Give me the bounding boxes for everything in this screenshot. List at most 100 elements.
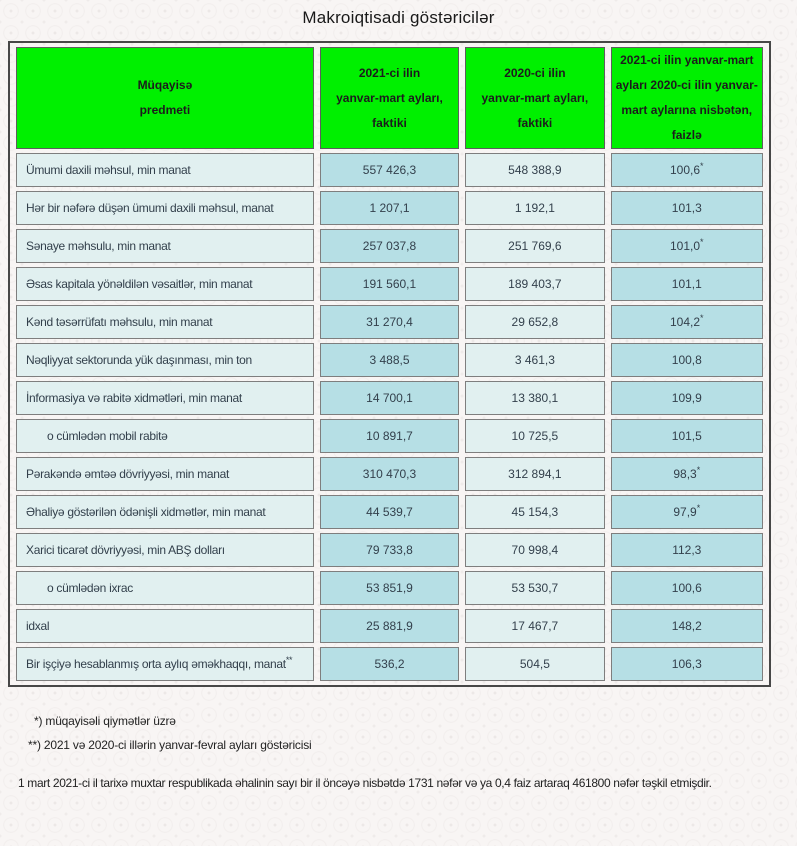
percent-value: 100,6 — [670, 163, 701, 177]
row-label: İnformasiya və rabitə xidmətləri, min ma… — [26, 391, 242, 405]
row-label-cell: Kənd təsərrüfatı məhsulu, min manat — [16, 305, 314, 339]
table-header: Müqayisə predmeti 2021-ci ilin yanvar-ma… — [16, 47, 763, 149]
percent-cell: 100,6* — [610, 153, 763, 187]
percent-value: 101,0 — [670, 239, 701, 253]
row-label: Pərakəndə əmtəə dövriyyəsi, min manat — [26, 467, 230, 481]
percent-cell: 100,6 — [610, 571, 763, 605]
table-row: Sənaye məhsulu, min manat 257 037,8 251 … — [16, 229, 763, 263]
value-2020-cell: 504,5 — [465, 647, 605, 681]
value-2021-cell: 44 539,7 — [319, 495, 460, 529]
row-label: o cümlədən ixrac — [47, 581, 133, 595]
percent-value: 101,5 — [671, 429, 702, 443]
value-2021-cell: 10 891,7 — [319, 419, 460, 453]
percent-value: 106,3 — [671, 657, 702, 671]
table-row: Nəqliyyat sektorunda yük daşınması, min … — [16, 343, 763, 377]
value-2020-cell: 10 725,5 — [465, 419, 605, 453]
header-comparison-subject: Müqayisə predmeti — [16, 47, 314, 149]
row-label-cell: idxal — [16, 609, 314, 643]
value-2021-cell: 1 207,1 — [319, 191, 460, 225]
row-label: Əsas kapitala yönəldilən vəsaitlər, min … — [26, 277, 253, 291]
footnote-comparable-prices: *) müqayisəli qiymətlər üzrə — [34, 714, 176, 728]
page-title: Makroiqtisadi göstəricilər — [302, 8, 495, 27]
row-label-cell: Əsas kapitala yönəldilən vəsaitlər, min … — [16, 267, 314, 301]
row-label: Kənd təsərrüfatı məhsulu, min manat — [26, 315, 213, 329]
percent-cell: 101,5 — [610, 419, 763, 453]
row-label: o cümlədən mobil rabitə — [47, 429, 168, 443]
table-row: Əhaliyə göstərilən ödənişli xidmətlər, m… — [16, 495, 763, 529]
value-2021-cell: 191 560,1 — [319, 267, 460, 301]
percent-cell: 98,3* — [610, 457, 763, 491]
percent-footnote-marker: * — [700, 237, 704, 247]
table-row: Xarici ticarət dövriyyəsi, min ABŞ dolla… — [16, 533, 763, 567]
row-label: Sənaye məhsulu, min manat — [26, 239, 171, 253]
value-2021-cell: 3 488,5 — [319, 343, 460, 377]
value-2020-cell: 189 403,7 — [465, 267, 605, 301]
row-label: idxal — [26, 619, 50, 633]
header-2020-actual: 2020-ci ilin yanvar-mart ayları, faktiki — [465, 47, 605, 149]
row-label: Nəqliyyat sektorunda yük daşınması, min … — [26, 353, 252, 367]
value-2021-cell: 14 700,1 — [319, 381, 460, 415]
value-2020-cell: 53 530,7 — [465, 571, 605, 605]
row-label-cell: Xarici ticarət dövriyyəsi, min ABŞ dolla… — [16, 533, 314, 567]
value-2021-cell: 53 851,9 — [319, 571, 460, 605]
percent-cell: 101,3 — [610, 191, 763, 225]
value-2020-cell: 251 769,6 — [465, 229, 605, 263]
percent-value: 109,9 — [671, 391, 702, 405]
percent-cell: 101,1 — [610, 267, 763, 301]
percent-value: 104,2 — [670, 315, 701, 329]
value-2020-cell: 548 388,9 — [465, 153, 605, 187]
percent-footnote-marker: * — [700, 161, 704, 171]
value-2020-cell: 29 652,8 — [465, 305, 605, 339]
value-2020-cell: 13 380,1 — [465, 381, 605, 415]
value-2020-cell: 1 192,1 — [465, 191, 605, 225]
percent-footnote-marker: * — [700, 313, 704, 323]
percent-value: 100,6 — [671, 581, 702, 595]
table-row: o cümlədən mobil rabitə 10 891,7 10 725,… — [16, 419, 763, 453]
percent-cell: 97,9* — [610, 495, 763, 529]
macro-indicators-table: Müqayisə predmeti 2021-ci ilin yanvar-ma… — [10, 43, 769, 685]
table-row: Ümumi daxili məhsul, min manat 557 426,3… — [16, 153, 763, 187]
percent-cell: 101,0* — [610, 229, 763, 263]
row-label: Xarici ticarət dövriyyəsi, min ABŞ dolla… — [26, 543, 225, 557]
percent-footnote-marker: * — [696, 465, 701, 475]
percent-cell: 148,2 — [610, 609, 763, 643]
percent-value: 112,3 — [672, 543, 702, 557]
percent-cell: 104,2* — [610, 305, 763, 339]
value-2021-cell: 79 733,8 — [319, 533, 460, 567]
percent-cell: 112,3 — [610, 533, 763, 567]
footnote-jan-feb-indicator: **) 2021 və 2020-ci illərin yanvar-fevra… — [28, 738, 312, 752]
indicators-table: Müqayisə predmeti 2021-ci ilin yanvar-ma… — [8, 41, 771, 687]
row-label-cell: Sənaye məhsulu, min manat — [16, 229, 314, 263]
row-label-footnote-marker: ** — [285, 655, 293, 665]
value-2021-cell: 536,2 — [319, 647, 460, 681]
value-2020-cell: 45 154,3 — [465, 495, 605, 529]
table-row: o cümlədən ixrac 53 851,9 53 530,7 100,6 — [16, 571, 763, 605]
percent-cell: 100,8 — [610, 343, 763, 377]
value-2021-cell: 310 470,3 — [319, 457, 460, 491]
table-row: Kənd təsərrüfatı məhsulu, min manat 31 2… — [16, 305, 763, 339]
value-2020-cell: 70 998,4 — [465, 533, 605, 567]
percent-value: 100,8 — [671, 353, 702, 367]
percent-cell: 109,9 — [610, 381, 763, 415]
percent-value: 101,1 — [671, 277, 702, 291]
percent-cell: 106,3 — [610, 647, 763, 681]
row-label-cell: Ümumi daxili məhsul, min manat — [16, 153, 314, 187]
percent-value: 148,2 — [671, 619, 702, 633]
header-2021-actual: 2021-ci ilin yanvar-mart ayları, faktiki — [319, 47, 460, 149]
row-label-cell: o cümlədən ixrac — [16, 571, 314, 605]
value-2021-cell: 31 270,4 — [319, 305, 460, 339]
header-percent-ratio: 2021-ci ilin yanvar-mart ayları 2020-ci … — [610, 47, 763, 149]
percent-value: 97,9 — [673, 505, 697, 519]
row-label: Əhaliyə göstərilən ödənişli xidmətlər, m… — [26, 505, 266, 519]
percent-footnote-marker: * — [696, 503, 701, 513]
footnotes: *) müqayisəli qiymətlər üzrə **) 2021 və… — [28, 714, 789, 752]
value-2020-cell: 17 467,7 — [465, 609, 605, 643]
population-note: 1 mart 2021-ci il tarixə muxtar respubli… — [18, 776, 712, 790]
row-label: Ümumi daxili məhsul, min manat — [26, 163, 191, 177]
percent-value: 98,3 — [673, 467, 697, 481]
value-2020-cell: 3 461,3 — [465, 343, 605, 377]
value-2021-cell: 25 881,9 — [319, 609, 460, 643]
table-row: Əsas kapitala yönəldilən vəsaitlər, min … — [16, 267, 763, 301]
row-label-cell: o cümlədən mobil rabitə — [16, 419, 314, 453]
row-label: Hər bir nəfərə düşən ümumi daxili məhsul… — [26, 201, 274, 215]
